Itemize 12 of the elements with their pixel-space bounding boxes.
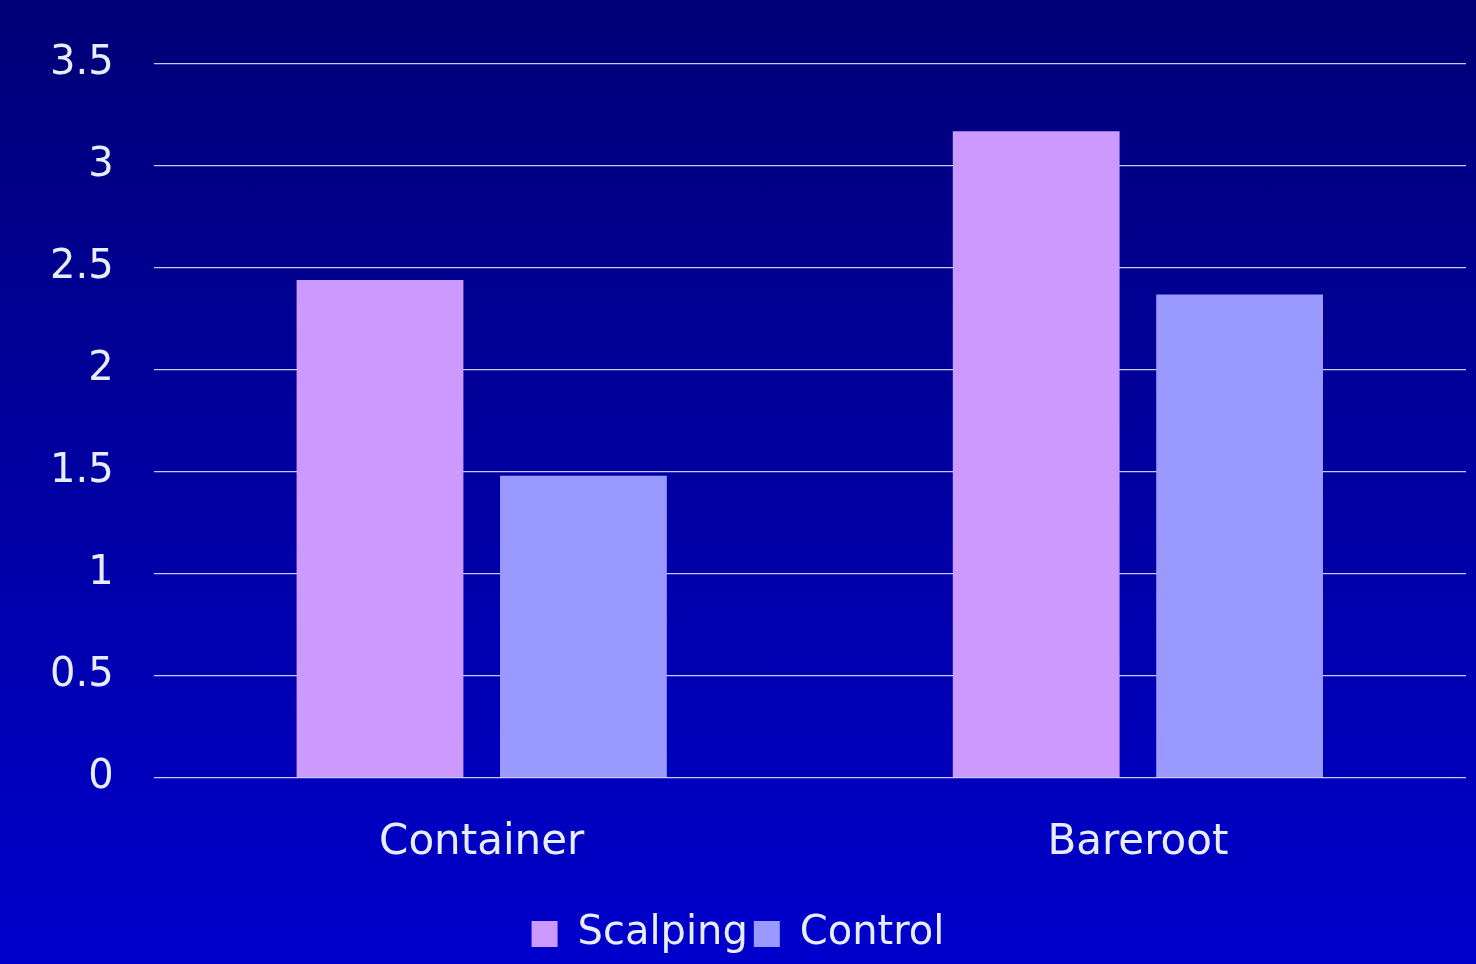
y-tick-label: 3 (88, 139, 114, 186)
x-tick-label: Bareroot (1047, 814, 1229, 864)
y-tick-label: 2.5 (49, 241, 114, 288)
y-tick-label: 2 (88, 343, 114, 390)
x-tick-label: Container (379, 814, 586, 864)
y-tick-label: 1.5 (49, 445, 114, 492)
y-tick-label: 0 (88, 750, 114, 797)
y-tick-label: 0.5 (49, 649, 114, 696)
legend-label: Control (799, 907, 945, 954)
y-tick-label: 3.5 (49, 37, 114, 84)
y-tick-label: 1 (88, 547, 114, 594)
legend-label: Scalping (577, 907, 748, 954)
